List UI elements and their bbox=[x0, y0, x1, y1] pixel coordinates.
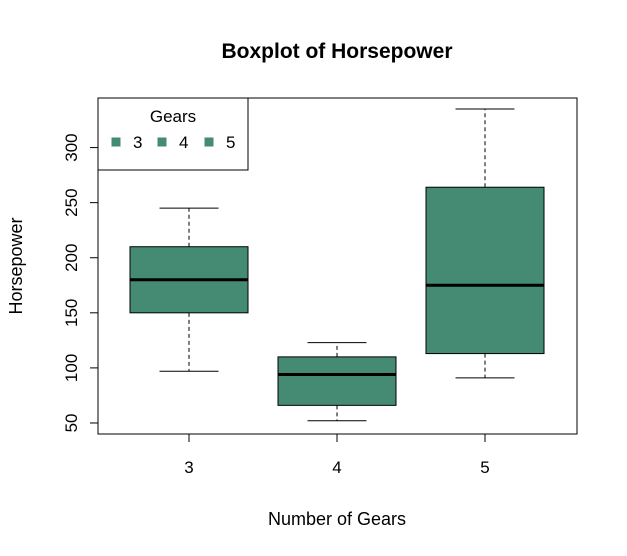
y-tick-label: 100 bbox=[62, 354, 81, 382]
legend-entries: 3 4 5 bbox=[111, 133, 235, 152]
x-axis: 3 4 5 bbox=[184, 433, 490, 477]
y-tick-label: 150 bbox=[62, 299, 81, 327]
y-axis: 50 100 150 200 250 300 bbox=[62, 133, 99, 433]
y-tick-label: 300 bbox=[62, 133, 81, 161]
legend-swatch bbox=[204, 137, 214, 147]
y-tick-label: 250 bbox=[62, 188, 81, 216]
legend-swatch bbox=[111, 137, 121, 147]
legend-title: Gears bbox=[150, 107, 196, 126]
legend-box bbox=[97, 97, 249, 171]
boxes-group bbox=[129, 108, 545, 422]
chart-title: Boxplot of Horsepower bbox=[221, 40, 452, 63]
legend-entry-label: 4 bbox=[179, 133, 188, 152]
y-tick-label: 200 bbox=[62, 244, 81, 272]
x-tick-label: 5 bbox=[480, 458, 489, 477]
y-axis-label: Horsepower bbox=[6, 217, 26, 314]
legend-entry-label: 5 bbox=[226, 133, 235, 152]
iqr-box bbox=[425, 186, 545, 355]
legend-entry-label: 3 bbox=[133, 133, 142, 152]
y-tick-label: 50 bbox=[62, 414, 81, 433]
legend-swatch bbox=[157, 137, 167, 147]
box-5 bbox=[425, 108, 545, 379]
box-3 bbox=[129, 207, 249, 372]
x-tick-label: 4 bbox=[332, 458, 341, 477]
x-axis-label: Number of Gears bbox=[268, 509, 406, 529]
legend: Gears 3 4 5 bbox=[97, 97, 249, 171]
iqr-box bbox=[277, 356, 397, 406]
x-tick-label: 3 bbox=[184, 458, 193, 477]
box-4 bbox=[277, 342, 397, 422]
